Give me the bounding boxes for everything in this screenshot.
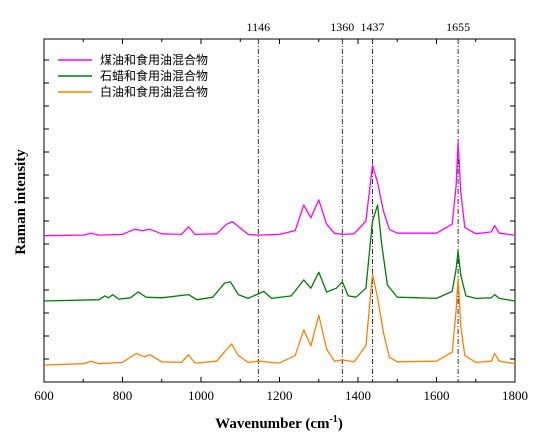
legend-label-2: 石蜡和食用油混合物 xyxy=(100,68,208,83)
reference-label-1655: 1655 xyxy=(446,20,470,34)
x-axis-label-close: ) xyxy=(338,416,343,432)
x-tick-label-1000: 1000 xyxy=(188,388,214,403)
reference-label-1437: 1437 xyxy=(361,20,385,34)
series-line-3 xyxy=(43,273,516,366)
legend-label-3: 白油和食用油混合物 xyxy=(100,84,208,99)
x-tick-label-1200: 1200 xyxy=(267,388,293,403)
axis-ticks: 600 800 1000 1200 1400 1600 1800 xyxy=(34,39,528,403)
legend-label-1: 煤油和食用油混合物 xyxy=(100,52,208,67)
series-line-2 xyxy=(43,204,516,302)
reference-lines: 1146 1360 1437 1655 xyxy=(247,20,470,382)
x-axis-label-sup: -1 xyxy=(329,414,337,425)
reference-label-1146: 1146 xyxy=(247,20,271,34)
x-tick-label-800: 800 xyxy=(113,388,133,403)
series-line-1 xyxy=(43,141,516,237)
reference-label-1360: 1360 xyxy=(330,20,354,34)
y-axis-label: Raman intensity xyxy=(13,149,29,255)
x-tick-label-1400: 1400 xyxy=(345,388,371,403)
x-tick-label-600: 600 xyxy=(34,388,54,403)
x-tick-label-1600: 1600 xyxy=(424,388,450,403)
x-tick-label-1800: 1800 xyxy=(502,388,528,403)
x-axis-label: Wavenumber (cm-1) xyxy=(215,414,343,432)
x-axis-label-main: Wavenumber (cm xyxy=(215,416,330,432)
series-layer xyxy=(43,141,516,366)
